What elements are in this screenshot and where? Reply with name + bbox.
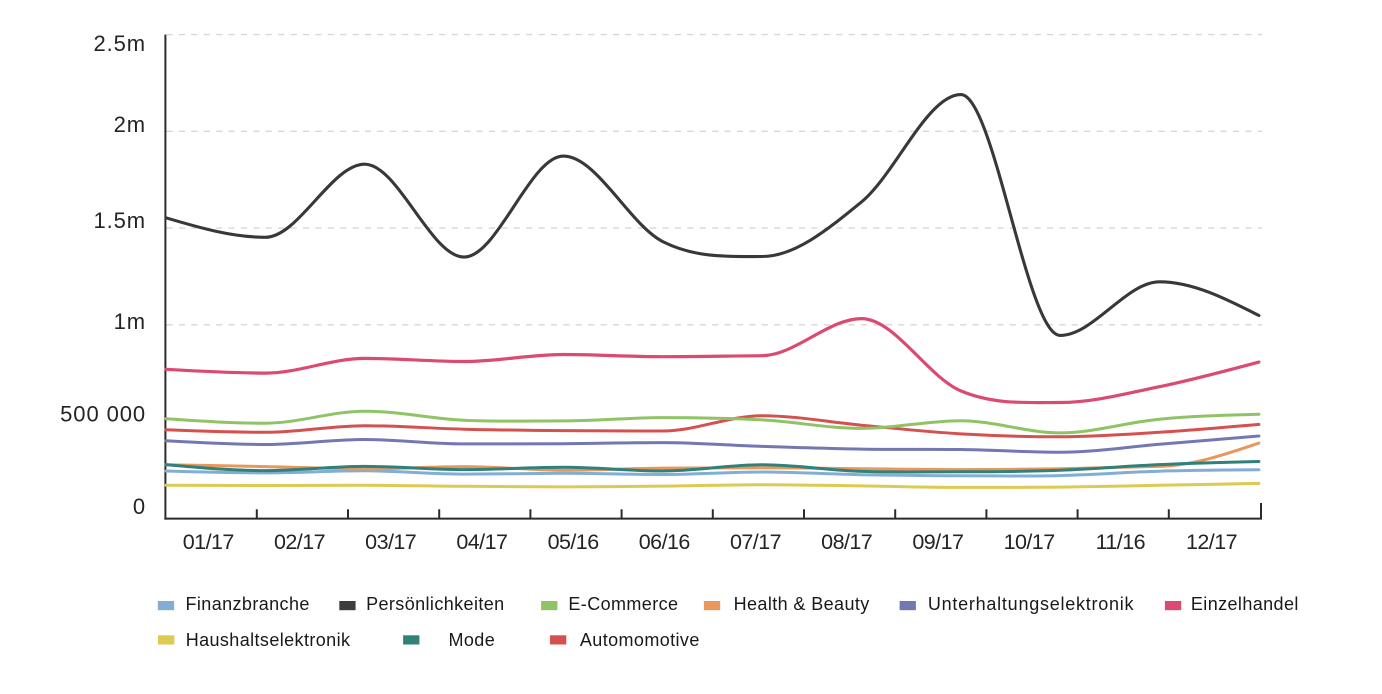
svg-text:12/17: 12/17 (1186, 530, 1237, 554)
svg-text:06/16: 06/16 (639, 530, 691, 554)
svg-text:07/17: 07/17 (730, 530, 781, 554)
svg-text:2m: 2m (114, 112, 146, 137)
svg-text:05/16: 05/16 (548, 530, 600, 554)
svg-text:Haushaltselektronik: Haushaltselektronik (186, 630, 351, 650)
svg-text:Finanzbranche: Finanzbranche (186, 594, 310, 614)
svg-text:1m: 1m (114, 309, 146, 334)
svg-text:11/16: 11/16 (1096, 530, 1146, 554)
svg-text:E-Commerce: E-Commerce (568, 594, 678, 614)
svg-text:03/17: 03/17 (365, 530, 416, 554)
svg-text:Health & Beauty: Health & Beauty (734, 594, 870, 614)
svg-text:2.5m: 2.5m (93, 31, 146, 56)
svg-text:01/17: 01/17 (183, 530, 234, 554)
svg-text:Einzelhandel: Einzelhandel (1191, 594, 1299, 614)
svg-text:Persönlichkeiten: Persönlichkeiten (366, 594, 504, 614)
svg-text:Mode: Mode (449, 630, 496, 650)
svg-text:Unterhaltungselektronik: Unterhaltungselektronik (928, 594, 1135, 614)
svg-text:500 000: 500 000 (60, 402, 146, 427)
svg-text:Automomotive: Automomotive (580, 630, 700, 650)
svg-text:0: 0 (133, 494, 146, 519)
svg-text:09/17: 09/17 (912, 530, 963, 554)
svg-text:08/17: 08/17 (821, 530, 872, 554)
svg-text:1.5m: 1.5m (93, 208, 146, 233)
svg-text:02/17: 02/17 (274, 530, 325, 554)
svg-text:10/17: 10/17 (1004, 530, 1055, 554)
svg-text:04/17: 04/17 (456, 530, 507, 554)
